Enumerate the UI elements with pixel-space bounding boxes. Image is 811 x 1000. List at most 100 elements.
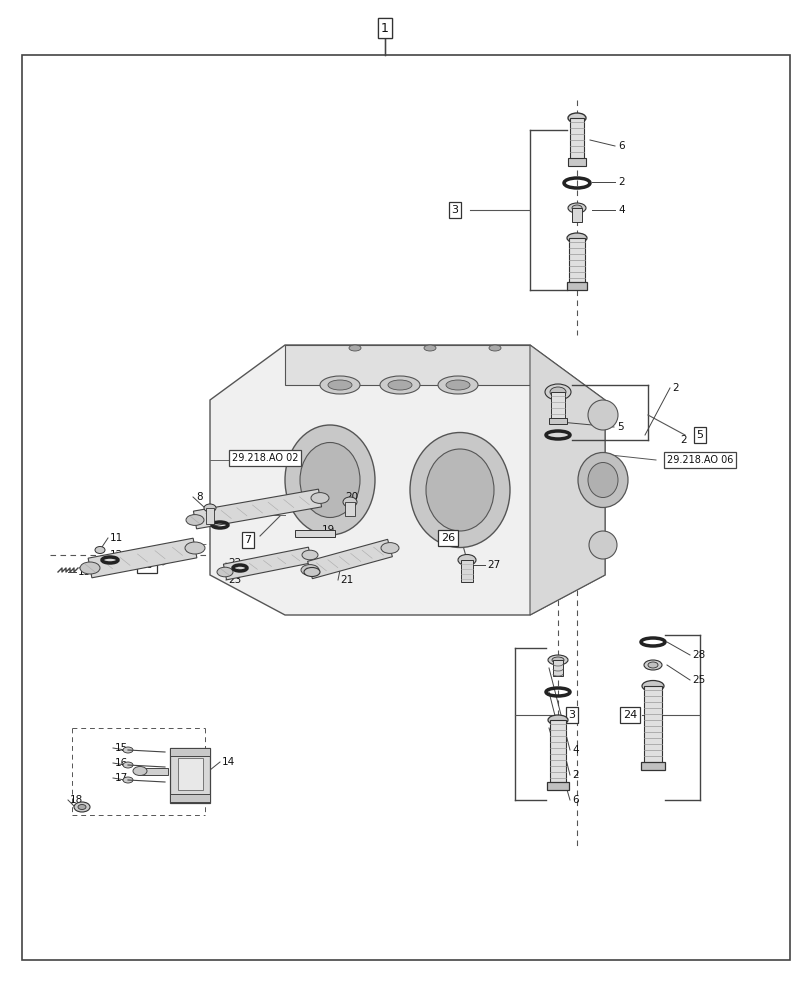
Text: 16: 16 xyxy=(115,758,128,768)
Text: 17: 17 xyxy=(115,773,128,783)
Ellipse shape xyxy=(547,655,568,665)
Text: 2: 2 xyxy=(672,383,678,393)
Text: 12: 12 xyxy=(109,550,123,560)
Ellipse shape xyxy=(380,543,398,553)
Ellipse shape xyxy=(588,531,616,559)
Bar xyxy=(569,118,583,160)
Text: 5: 5 xyxy=(696,430,702,440)
Ellipse shape xyxy=(488,345,500,351)
Bar xyxy=(566,282,586,290)
Ellipse shape xyxy=(204,504,216,512)
Text: 28: 28 xyxy=(691,650,705,660)
Ellipse shape xyxy=(342,497,357,507)
Ellipse shape xyxy=(642,680,663,692)
Bar xyxy=(552,660,562,676)
Ellipse shape xyxy=(457,554,475,566)
Ellipse shape xyxy=(133,766,147,775)
Text: 23: 23 xyxy=(228,575,241,585)
Ellipse shape xyxy=(122,747,133,753)
Polygon shape xyxy=(285,345,530,385)
Ellipse shape xyxy=(349,345,361,351)
Polygon shape xyxy=(88,538,196,578)
Polygon shape xyxy=(307,539,392,579)
Ellipse shape xyxy=(328,380,351,390)
Ellipse shape xyxy=(122,762,133,768)
Ellipse shape xyxy=(185,542,204,554)
Ellipse shape xyxy=(380,376,419,394)
Ellipse shape xyxy=(95,546,105,554)
Ellipse shape xyxy=(423,345,436,351)
Ellipse shape xyxy=(571,205,581,211)
Bar xyxy=(206,508,214,524)
Bar xyxy=(139,768,168,775)
Text: 3: 3 xyxy=(451,205,458,215)
Bar xyxy=(169,748,210,803)
Text: 6: 6 xyxy=(571,795,578,805)
Polygon shape xyxy=(210,345,604,615)
Bar xyxy=(345,502,354,516)
Ellipse shape xyxy=(643,660,661,670)
Bar xyxy=(169,748,210,756)
Text: 29.218.AO 02: 29.218.AO 02 xyxy=(231,453,298,463)
Ellipse shape xyxy=(568,203,586,213)
Ellipse shape xyxy=(549,387,565,397)
Ellipse shape xyxy=(285,425,375,535)
Text: 3: 3 xyxy=(568,710,575,720)
Bar xyxy=(178,758,203,790)
Ellipse shape xyxy=(647,662,657,668)
Ellipse shape xyxy=(74,802,90,812)
Ellipse shape xyxy=(577,452,627,508)
Text: 20: 20 xyxy=(345,492,358,502)
Text: 14: 14 xyxy=(221,757,235,767)
Ellipse shape xyxy=(587,400,617,430)
Ellipse shape xyxy=(587,462,617,497)
Ellipse shape xyxy=(320,376,359,394)
Ellipse shape xyxy=(301,565,319,575)
Text: 4: 4 xyxy=(617,205,624,215)
Text: 29.218.AO 06: 29.218.AO 06 xyxy=(666,455,732,465)
Text: 22: 22 xyxy=(228,558,241,568)
Ellipse shape xyxy=(410,432,509,548)
Polygon shape xyxy=(223,547,311,580)
Ellipse shape xyxy=(303,568,320,576)
Bar xyxy=(571,208,581,222)
Text: 25: 25 xyxy=(691,675,705,685)
Ellipse shape xyxy=(186,515,204,525)
Bar xyxy=(569,238,584,286)
Ellipse shape xyxy=(299,442,359,518)
Text: 21: 21 xyxy=(340,575,353,585)
Ellipse shape xyxy=(445,380,470,390)
Text: 4: 4 xyxy=(571,745,578,755)
Text: 2: 2 xyxy=(679,435,686,445)
Text: 2: 2 xyxy=(571,770,578,780)
Ellipse shape xyxy=(302,550,318,560)
Bar xyxy=(461,560,473,582)
Ellipse shape xyxy=(426,449,493,531)
Text: 27: 27 xyxy=(487,560,500,570)
Text: 26: 26 xyxy=(440,533,454,543)
Polygon shape xyxy=(193,489,321,529)
Ellipse shape xyxy=(388,380,411,390)
Ellipse shape xyxy=(217,567,233,577)
Ellipse shape xyxy=(437,376,478,394)
Ellipse shape xyxy=(311,493,328,503)
Ellipse shape xyxy=(551,657,564,663)
Bar xyxy=(294,530,335,537)
Text: 15: 15 xyxy=(115,743,128,753)
Ellipse shape xyxy=(78,804,86,809)
Bar xyxy=(640,762,664,770)
Text: 10: 10 xyxy=(139,560,154,570)
Bar xyxy=(568,158,586,166)
Polygon shape xyxy=(530,345,604,615)
Text: 1: 1 xyxy=(380,22,388,35)
Ellipse shape xyxy=(80,562,100,574)
Bar xyxy=(643,686,661,766)
Text: 6: 6 xyxy=(617,141,624,151)
Ellipse shape xyxy=(122,777,133,783)
Text: 11: 11 xyxy=(109,533,123,543)
Ellipse shape xyxy=(566,233,586,243)
Text: 8: 8 xyxy=(195,492,203,502)
Ellipse shape xyxy=(568,113,586,123)
Text: 19: 19 xyxy=(322,525,335,535)
Ellipse shape xyxy=(544,384,570,400)
